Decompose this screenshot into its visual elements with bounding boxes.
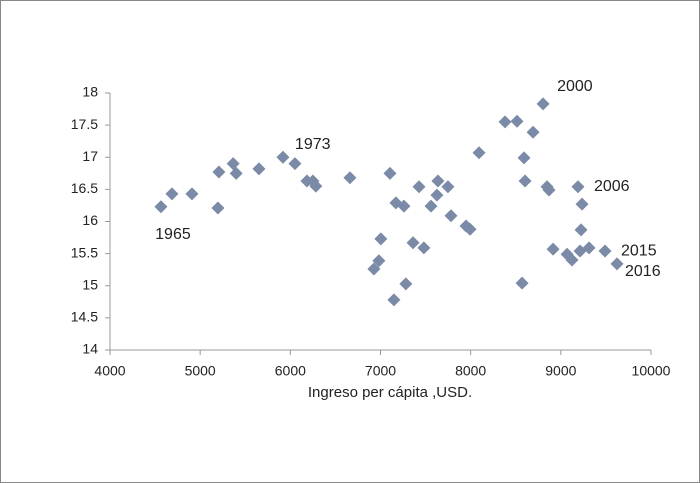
y-tick-label: 15 bbox=[82, 276, 98, 292]
data-point bbox=[526, 125, 540, 139]
y-tick-label: 18 bbox=[82, 84, 98, 100]
point-label: 1965 bbox=[155, 226, 191, 243]
data-point bbox=[546, 242, 560, 256]
data-point bbox=[211, 201, 225, 215]
data-point bbox=[515, 276, 529, 290]
data-point bbox=[276, 150, 290, 164]
x-axis-label: Ingreso per cápita ,USD. bbox=[308, 384, 472, 401]
data-point bbox=[343, 171, 357, 185]
y-tick-label: 16 bbox=[82, 212, 98, 228]
data-point bbox=[229, 166, 243, 180]
data-point bbox=[383, 166, 397, 180]
data-point bbox=[399, 277, 413, 291]
data-point bbox=[367, 262, 381, 276]
data-point bbox=[565, 253, 579, 267]
data-point bbox=[431, 174, 445, 188]
point-label: 2015 bbox=[621, 242, 657, 259]
data-point bbox=[536, 97, 550, 111]
y-tick-label: 16.5 bbox=[71, 180, 98, 196]
point-label: 2006 bbox=[594, 178, 630, 195]
data-point bbox=[397, 199, 411, 213]
data-point bbox=[417, 241, 431, 255]
data-point bbox=[165, 187, 179, 201]
data-point bbox=[387, 293, 401, 307]
x-tick-label: 9000 bbox=[545, 363, 576, 379]
y-tick-label: 17.5 bbox=[71, 116, 98, 132]
data-point bbox=[424, 199, 438, 213]
y-tick-label: 15.5 bbox=[71, 244, 98, 260]
point-label: 2016 bbox=[625, 263, 661, 280]
data-point bbox=[542, 183, 556, 197]
data-point bbox=[154, 200, 168, 214]
data-point bbox=[571, 180, 585, 194]
data-point bbox=[374, 232, 388, 246]
data-point bbox=[309, 179, 323, 193]
data-point bbox=[582, 241, 596, 255]
y-tick-label: 14.5 bbox=[71, 309, 98, 325]
data-point bbox=[574, 223, 588, 237]
x-tick-label: 10000 bbox=[632, 363, 671, 379]
x-tick-label: 5000 bbox=[185, 363, 216, 379]
y-tick-label: 17 bbox=[82, 148, 98, 164]
y-tick-label: 14 bbox=[82, 341, 98, 357]
data-point bbox=[226, 157, 240, 171]
data-point bbox=[185, 187, 199, 201]
data-point bbox=[212, 165, 226, 179]
data-point bbox=[510, 114, 524, 128]
data-point bbox=[430, 188, 444, 202]
data-point bbox=[610, 257, 624, 271]
data-point bbox=[472, 146, 486, 160]
data-point bbox=[463, 222, 477, 236]
data-point bbox=[288, 157, 302, 171]
data-point bbox=[372, 254, 386, 268]
data-point bbox=[498, 115, 512, 129]
data-point bbox=[444, 209, 458, 223]
data-point bbox=[252, 162, 266, 176]
x-tick-label: 6000 bbox=[275, 363, 306, 379]
data-point bbox=[518, 174, 532, 188]
data-point bbox=[598, 244, 612, 258]
x-tick-label: 7000 bbox=[365, 363, 396, 379]
data-point bbox=[406, 236, 420, 250]
data-point bbox=[517, 151, 531, 165]
x-tick-label: 4000 bbox=[94, 363, 125, 379]
data-point bbox=[441, 180, 455, 194]
point-label: 1973 bbox=[295, 136, 331, 153]
x-tick-label: 8000 bbox=[455, 363, 486, 379]
data-point bbox=[412, 180, 426, 194]
point-label: 2000 bbox=[557, 78, 593, 95]
data-point bbox=[575, 197, 589, 211]
